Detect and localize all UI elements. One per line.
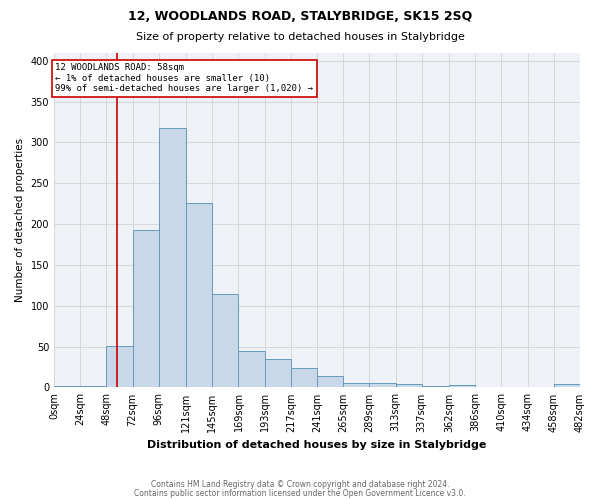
Bar xyxy=(291,368,317,388)
Y-axis label: Number of detached properties: Number of detached properties xyxy=(15,138,25,302)
Bar xyxy=(265,359,291,388)
Bar xyxy=(343,382,370,388)
Bar xyxy=(370,384,395,388)
Text: Contains HM Land Registry data © Crown copyright and database right 2024.: Contains HM Land Registry data © Crown c… xyxy=(151,480,449,489)
Bar xyxy=(54,386,80,388)
Bar xyxy=(238,350,265,388)
Bar xyxy=(395,384,422,388)
Bar xyxy=(527,386,554,388)
Bar xyxy=(186,203,212,388)
Bar xyxy=(422,386,449,388)
Bar xyxy=(317,376,343,388)
Text: 12 WOODLANDS ROAD: 58sqm
← 1% of detached houses are smaller (10)
99% of semi-de: 12 WOODLANDS ROAD: 58sqm ← 1% of detache… xyxy=(55,63,313,93)
Bar xyxy=(554,384,580,388)
X-axis label: Distribution of detached houses by size in Stalybridge: Distribution of detached houses by size … xyxy=(148,440,487,450)
Bar xyxy=(212,294,238,388)
Bar xyxy=(449,385,475,388)
Bar xyxy=(106,346,133,388)
Text: Contains public sector information licensed under the Open Government Licence v3: Contains public sector information licen… xyxy=(134,488,466,498)
Bar xyxy=(159,128,186,388)
Bar xyxy=(133,230,159,388)
Text: Size of property relative to detached houses in Stalybridge: Size of property relative to detached ho… xyxy=(136,32,464,42)
Text: 12, WOODLANDS ROAD, STALYBRIDGE, SK15 2SQ: 12, WOODLANDS ROAD, STALYBRIDGE, SK15 2S… xyxy=(128,10,472,23)
Bar xyxy=(80,386,106,388)
